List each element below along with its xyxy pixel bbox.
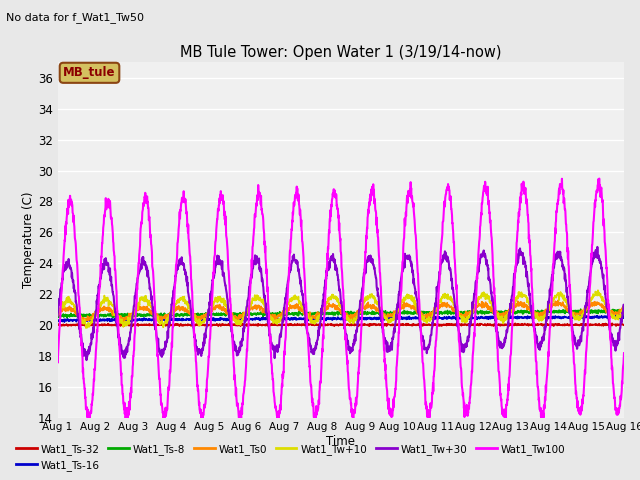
- Wat1_Tw+10: [330, 292, 337, 298]
- Wat1_Tw100: [83, 406, 90, 412]
- Wat1_Ts-32: [330, 322, 337, 328]
- Wat1_Tw+10: [594, 288, 602, 293]
- Wat1_Tw+30: [314, 328, 322, 334]
- Wat1_Ts-8: [54, 313, 61, 319]
- Wat1_Tw100: [500, 412, 508, 418]
- Wat1_Ts-32: [113, 320, 121, 326]
- Wat1_Ts-8: [330, 312, 337, 318]
- Wat1_Tw+30: [83, 357, 90, 363]
- Text: No data for f_Wat1_Tw50: No data for f_Wat1_Tw50: [6, 12, 145, 23]
- Wat1_Ts-32: [500, 323, 508, 328]
- Line: Wat1_Tw100: Wat1_Tw100: [58, 179, 624, 424]
- Wat1_Ts0: [604, 310, 612, 315]
- Wat1_Tw+10: [604, 303, 612, 309]
- Wat1_Tw+10: [500, 318, 508, 324]
- Wat1_Ts0: [54, 312, 61, 318]
- Wat1_Ts-16: [330, 314, 337, 320]
- Wat1_Ts0: [314, 312, 322, 317]
- X-axis label: Time: Time: [326, 435, 355, 448]
- Wat1_Tw100: [54, 355, 61, 360]
- Wat1_Ts-16: [615, 312, 623, 318]
- Wat1_Ts-32: [83, 322, 90, 328]
- Wat1_Tw+30: [330, 254, 337, 260]
- Wat1_Ts-8: [83, 312, 91, 318]
- Wat1_Ts-8: [314, 310, 322, 315]
- Wat1_Ts-16: [61, 319, 68, 325]
- Line: Wat1_Ts0: Wat1_Ts0: [58, 300, 624, 322]
- Wat1_Ts0: [83, 318, 90, 324]
- Line: Wat1_Tw+30: Wat1_Tw+30: [58, 247, 624, 360]
- Wat1_Ts-16: [54, 318, 61, 324]
- Wat1_Ts0: [120, 319, 127, 325]
- Title: MB Tule Tower: Open Water 1 (3/19/14-now): MB Tule Tower: Open Water 1 (3/19/14-now…: [180, 45, 502, 60]
- Line: Wat1_Ts-16: Wat1_Ts-16: [58, 315, 624, 322]
- Wat1_Ts-16: [83, 316, 91, 322]
- Wat1_Tw+10: [314, 313, 322, 319]
- Wat1_Ts-8: [563, 306, 570, 312]
- Wat1_Ts-32: [128, 324, 136, 329]
- Wat1_Tw+10: [620, 304, 628, 310]
- Wat1_Tw+10: [82, 325, 90, 331]
- Wat1_Ts-8: [604, 308, 612, 314]
- Wat1_Tw+30: [500, 341, 508, 347]
- Wat1_Ts-16: [500, 314, 508, 320]
- Wat1_Ts-16: [604, 314, 612, 320]
- Wat1_Tw+10: [83, 324, 91, 330]
- Line: Wat1_Tw+10: Wat1_Tw+10: [58, 290, 624, 328]
- Wat1_Ts0: [500, 313, 508, 319]
- Wat1_Ts0: [620, 303, 628, 309]
- Text: MB_tule: MB_tule: [63, 66, 116, 79]
- Wat1_Tw100: [274, 421, 282, 427]
- Wat1_Tw100: [604, 299, 612, 305]
- Wat1_Ts-32: [604, 322, 612, 327]
- Line: Wat1_Ts-32: Wat1_Ts-32: [58, 323, 624, 326]
- Wat1_Tw+10: [604, 304, 612, 310]
- Wat1_Tw+30: [83, 354, 91, 360]
- Wat1_Tw100: [620, 350, 628, 356]
- Wat1_Ts-16: [620, 314, 628, 320]
- Wat1_Tw+10: [54, 312, 61, 318]
- Legend: Wat1_Ts-32, Wat1_Ts-16, Wat1_Ts-8, Wat1_Ts0, Wat1_Tw+10, Wat1_Tw+30, Wat1_Tw100: Wat1_Ts-32, Wat1_Ts-16, Wat1_Ts-8, Wat1_…: [12, 439, 570, 475]
- Wat1_Tw+30: [604, 312, 612, 318]
- Wat1_Tw+30: [604, 310, 612, 315]
- Wat1_Tw100: [595, 176, 603, 181]
- Wat1_Ts0: [554, 298, 562, 303]
- Wat1_Ts-8: [604, 310, 612, 315]
- Wat1_Ts-8: [63, 315, 71, 321]
- Wat1_Ts-32: [54, 322, 61, 327]
- Wat1_Ts-16: [314, 316, 322, 322]
- Wat1_Tw+30: [593, 244, 601, 250]
- Wat1_Ts0: [604, 308, 612, 313]
- Wat1_Ts-32: [620, 322, 628, 328]
- Y-axis label: Temperature (C): Temperature (C): [22, 192, 35, 288]
- Wat1_Tw100: [604, 297, 612, 303]
- Wat1_Ts0: [330, 302, 337, 308]
- Wat1_Tw100: [330, 190, 337, 196]
- Wat1_Ts-16: [604, 313, 611, 319]
- Wat1_Tw+30: [620, 302, 628, 308]
- Wat1_Ts-8: [620, 309, 628, 315]
- Wat1_Ts-32: [315, 323, 323, 328]
- Wat1_Ts-8: [500, 311, 508, 316]
- Line: Wat1_Ts-8: Wat1_Ts-8: [58, 309, 624, 318]
- Wat1_Tw100: [314, 405, 322, 410]
- Wat1_Ts-32: [604, 322, 612, 328]
- Wat1_Tw+30: [54, 313, 61, 319]
